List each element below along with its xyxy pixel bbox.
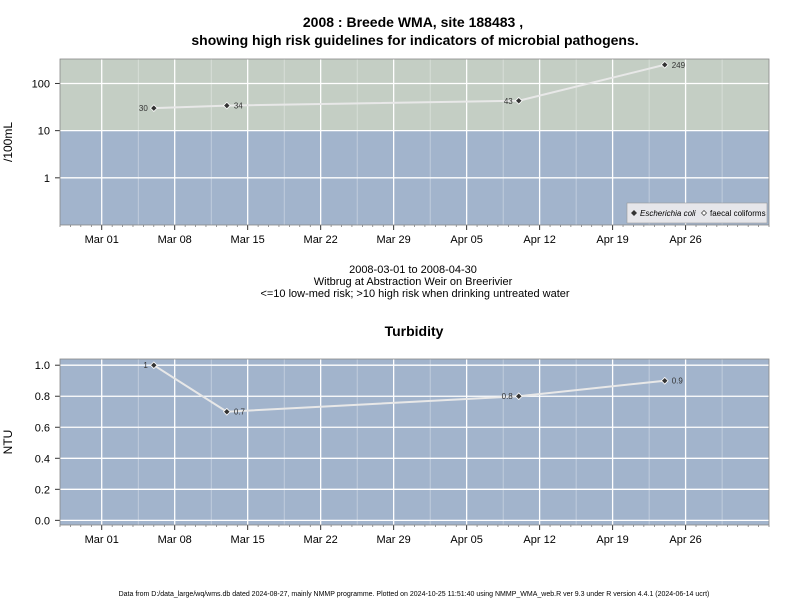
x-tick-label: Mar 29 [377,234,411,246]
data-point [660,376,669,385]
chart1-title-line2: showing high risk guidelines for indicat… [191,32,638,48]
microbial-chart: Mar 01 Mar 08 Mar 15 Mar 22 Mar 29 Apr 05 Apr … [1,58,770,246]
x-tick-label: Apr 12 [523,534,555,546]
series-line [153,364,665,413]
x-tick-label: Apr 19 [596,234,628,246]
data-point [514,392,523,401]
y-tick-label: 0.4 [35,453,50,465]
y-axis-label: /100mL [1,122,15,162]
footer-note: Data from D:/data_large/wq/wms.db dated … [119,591,710,598]
high-risk-band [60,59,769,131]
x-tick-label: Apr 05 [450,234,482,246]
chart2-title: Turbidity [385,323,444,339]
y-tick-label: 0.2 [35,484,50,496]
legend-marker-open [701,210,707,216]
x-tick-label: Mar 29 [377,534,411,546]
data-label: 43 [504,97,513,106]
data-label: 249 [672,61,686,70]
x-tick-label: Mar 08 [158,534,192,546]
x-tick-label: Mar 22 [304,534,338,546]
x-tick-label: Mar 15 [231,234,265,246]
data-point [514,96,523,105]
data-point [660,60,669,69]
y-tick-label: 10 [38,126,50,138]
turbidity-chart: Mar 01 Mar 08 Mar 15 Mar 22 Mar 29 Apr 05 Apr … [1,358,770,546]
chart1-caption-risk: <=10 low-med risk; >10 high risk when dr… [260,288,569,300]
series-line [153,63,665,110]
data-label: 30 [139,104,148,113]
x-tick-label: Mar 01 [85,534,119,546]
data-label: 0.8 [502,392,514,401]
plot-background [60,359,769,525]
x-tick-label: Apr 05 [450,534,482,546]
y-tick-label: 0.8 [35,391,50,403]
plot-border [59,58,770,226]
y-axis-label: NTU [1,430,15,455]
x-tick-label: Mar 22 [304,234,338,246]
plot-border [59,358,770,526]
chart1-caption-dates: 2008-03-01 to 2008-04-30 [349,264,477,276]
data-point [149,104,158,112]
y-tick-label: 0.6 [35,422,50,434]
legend-entry: Escherichia coli [640,209,696,218]
data-label: 0.9 [672,377,684,386]
x-tick-label: Mar 15 [231,534,265,546]
data-label: 1 [143,361,148,370]
x-tick-label: Apr 26 [669,234,701,246]
data-label: 0.7 [234,408,246,417]
data-point [222,407,231,416]
x-tick-label: Mar 08 [158,234,192,246]
x-tick-label: Mar 01 [85,234,119,246]
data-label: 34 [234,102,243,111]
x-tick-label: Apr 12 [523,234,555,246]
chart1-title-line1: 2008 : Breede WMA, site 188483 , [303,14,523,30]
x-tick-label: Apr 26 [669,534,701,546]
chart1-caption-site: Witbrug at Abstraction Weir on Breerivie… [314,276,513,288]
legend-marker-filled [631,210,637,216]
data-point [149,361,158,370]
legend: Escherichia coli faecal coliforms [626,202,768,224]
x-tick-label: Apr 19 [596,534,628,546]
y-tick-label: 0.0 [35,515,50,527]
legend-entry: faecal coliforms [710,209,766,218]
legend-box [626,202,768,224]
y-tick-label: 100 [32,78,50,90]
y-tick-label: 1 [44,173,50,185]
y-tick-label: 1.0 [35,360,50,372]
data-point [222,101,231,110]
